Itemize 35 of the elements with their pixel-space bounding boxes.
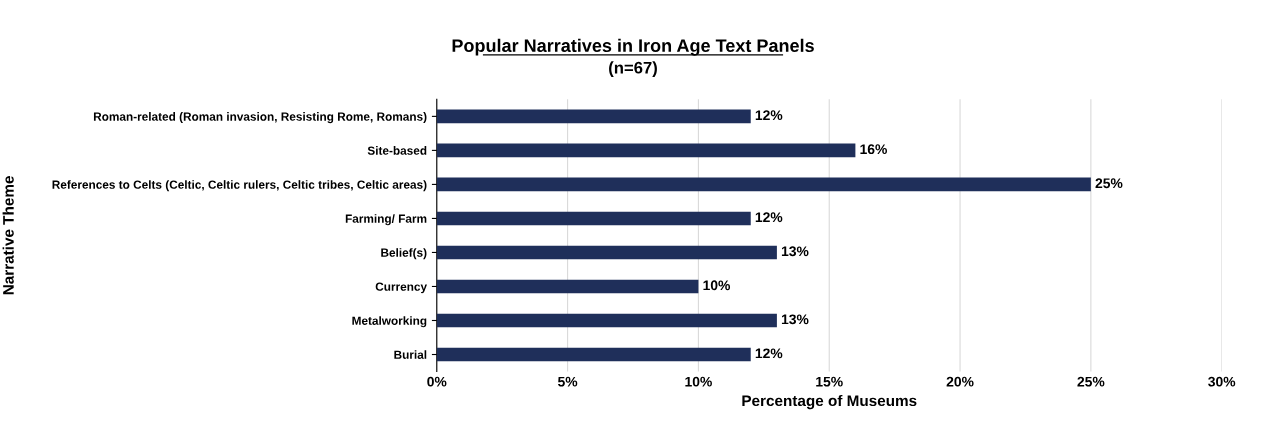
y-tick-label: Site-based xyxy=(367,146,427,155)
y-tick-label: Farming/ Farm xyxy=(345,214,427,226)
y-axis-title: Narrative Theme xyxy=(2,176,14,295)
x-tick-label: 10% xyxy=(685,376,712,387)
data-label: 13% xyxy=(781,314,809,325)
x-tick-label: 20% xyxy=(946,376,974,387)
y-tick-label: Currency xyxy=(375,282,427,294)
bar xyxy=(436,347,751,362)
data-label: 13% xyxy=(781,246,809,257)
x-tick-label: 30% xyxy=(1208,376,1236,387)
y-tick-label: Metalworking xyxy=(352,316,427,328)
y-tick-label: Roman-related (Roman invasion, Resisting Rome, Romans) xyxy=(93,112,427,124)
chart-subtitle: (n=67) xyxy=(609,61,657,77)
bar xyxy=(436,143,856,158)
bar xyxy=(436,245,777,260)
y-tick-label: Belief(s) xyxy=(381,248,427,260)
x-tick-label: 15% xyxy=(816,376,843,387)
x-tick-label: 25% xyxy=(1077,376,1105,387)
bar xyxy=(436,313,777,328)
bar xyxy=(436,109,751,124)
bar xyxy=(436,177,1091,192)
y-tick-label: References to Celts (Celtic, Celtic rulers, Celtic tribes, Celtic areas) xyxy=(52,180,427,192)
data-label: 12% xyxy=(755,110,783,121)
x-tick-label: 5% xyxy=(557,376,578,387)
bar xyxy=(436,211,751,226)
chart-title: Popular Narratives in Iron Age Text Panels xyxy=(452,38,814,56)
y-tick-label: Burial xyxy=(394,350,427,359)
x-axis-title: Percentage of Museums xyxy=(742,394,917,410)
data-label: 12% xyxy=(755,348,783,359)
data-label: 10% xyxy=(703,280,731,291)
x-tick-label: 0% xyxy=(427,376,447,387)
data-label: 16% xyxy=(860,144,887,155)
data-label: 25% xyxy=(1095,178,1123,189)
data-label: 12% xyxy=(755,212,783,223)
bar xyxy=(436,279,699,294)
